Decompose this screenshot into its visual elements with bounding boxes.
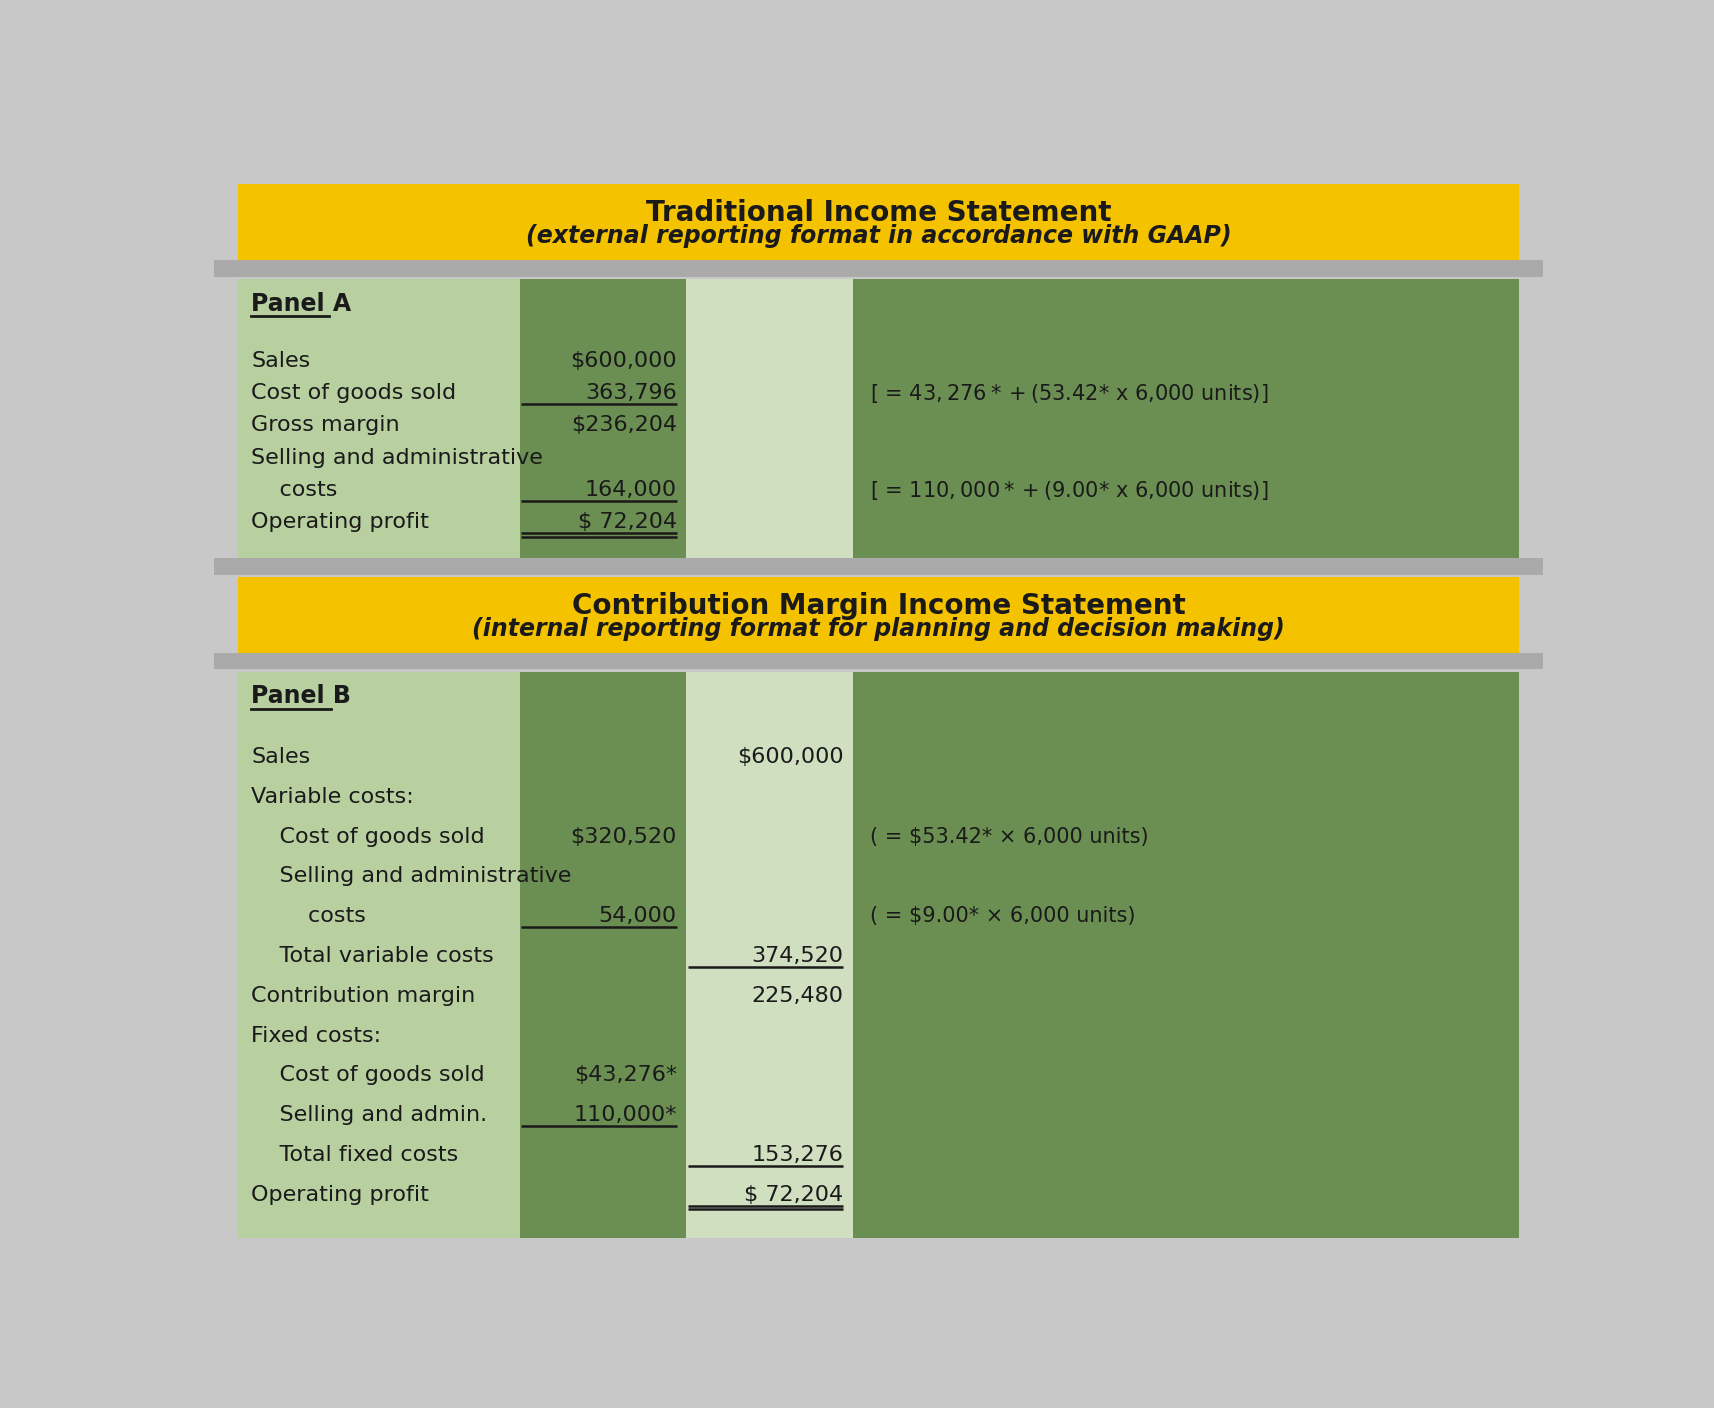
Bar: [214, 260, 1543, 277]
Text: Selling and administrative: Selling and administrative: [252, 866, 572, 887]
Text: Total variable costs: Total variable costs: [252, 946, 494, 966]
Bar: [238, 672, 519, 1238]
Text: $ 72,204: $ 72,204: [578, 513, 677, 532]
Text: Cost of goods sold: Cost of goods sold: [252, 1066, 485, 1086]
Text: costs: costs: [252, 907, 367, 926]
Text: 164,000: 164,000: [584, 480, 677, 500]
Bar: [214, 652, 1543, 669]
Bar: [214, 558, 1543, 574]
Text: Contribution margin: Contribution margin: [252, 986, 476, 1005]
Text: Cost of goods sold: Cost of goods sold: [252, 383, 456, 403]
Text: Total fixed costs: Total fixed costs: [252, 1145, 459, 1164]
Bar: [686, 279, 854, 558]
Text: Fixed costs:: Fixed costs:: [252, 1025, 382, 1046]
Text: Operating profit: Operating profit: [252, 1184, 428, 1205]
Text: ( = $53.42* × 6,000 units): ( = $53.42* × 6,000 units): [869, 826, 1148, 846]
Text: $236,204: $236,204: [571, 415, 677, 435]
Text: (external reporting format in accordance with GAAP): (external reporting format in accordance…: [526, 224, 1231, 248]
Text: $600,000: $600,000: [571, 351, 677, 370]
Text: 54,000: 54,000: [598, 907, 677, 926]
Text: 110,000*: 110,000*: [574, 1105, 677, 1125]
Bar: [238, 577, 1519, 652]
Bar: [238, 279, 519, 558]
Text: Panel B: Panel B: [252, 684, 351, 708]
Bar: [854, 672, 1519, 1238]
Bar: [238, 184, 1519, 260]
Text: Sales: Sales: [252, 351, 310, 370]
Text: Traditional Income Statement: Traditional Income Statement: [646, 199, 1111, 227]
Text: Cost of goods sold: Cost of goods sold: [252, 826, 485, 846]
Text: $43,276*: $43,276*: [574, 1066, 677, 1086]
Text: [ = $43,276* + ($53.42* x 6,000 units)]: [ = $43,276* + ($53.42* x 6,000 units)]: [869, 382, 1268, 404]
Text: $320,520: $320,520: [571, 826, 677, 846]
Text: [ = $110,000* + ($9.00* x 6,000 units)]: [ = $110,000* + ($9.00* x 6,000 units)]: [869, 479, 1268, 501]
Text: Sales: Sales: [252, 748, 310, 767]
Text: Selling and administrative: Selling and administrative: [252, 448, 543, 467]
Text: 225,480: 225,480: [751, 986, 843, 1005]
Text: 153,276: 153,276: [752, 1145, 843, 1164]
Text: (internal reporting format for planning and decision making): (internal reporting format for planning …: [471, 617, 1286, 641]
Text: Panel A: Panel A: [252, 291, 351, 315]
Bar: [519, 279, 686, 558]
Text: Contribution Margin Income Statement: Contribution Margin Income Statement: [571, 591, 1186, 620]
Bar: [519, 672, 686, 1238]
Bar: [686, 672, 854, 1238]
Text: 374,520: 374,520: [751, 946, 843, 966]
Text: Operating profit: Operating profit: [252, 513, 428, 532]
Text: $600,000: $600,000: [737, 748, 843, 767]
Text: Selling and admin.: Selling and admin.: [252, 1105, 487, 1125]
Text: $ 72,204: $ 72,204: [744, 1184, 843, 1205]
Text: ( = $9.00* × 6,000 units): ( = $9.00* × 6,000 units): [869, 907, 1135, 926]
Text: 363,796: 363,796: [584, 383, 677, 403]
Bar: [854, 279, 1519, 558]
Text: costs: costs: [252, 480, 338, 500]
Text: Gross margin: Gross margin: [252, 415, 399, 435]
Text: Variable costs:: Variable costs:: [252, 787, 415, 807]
